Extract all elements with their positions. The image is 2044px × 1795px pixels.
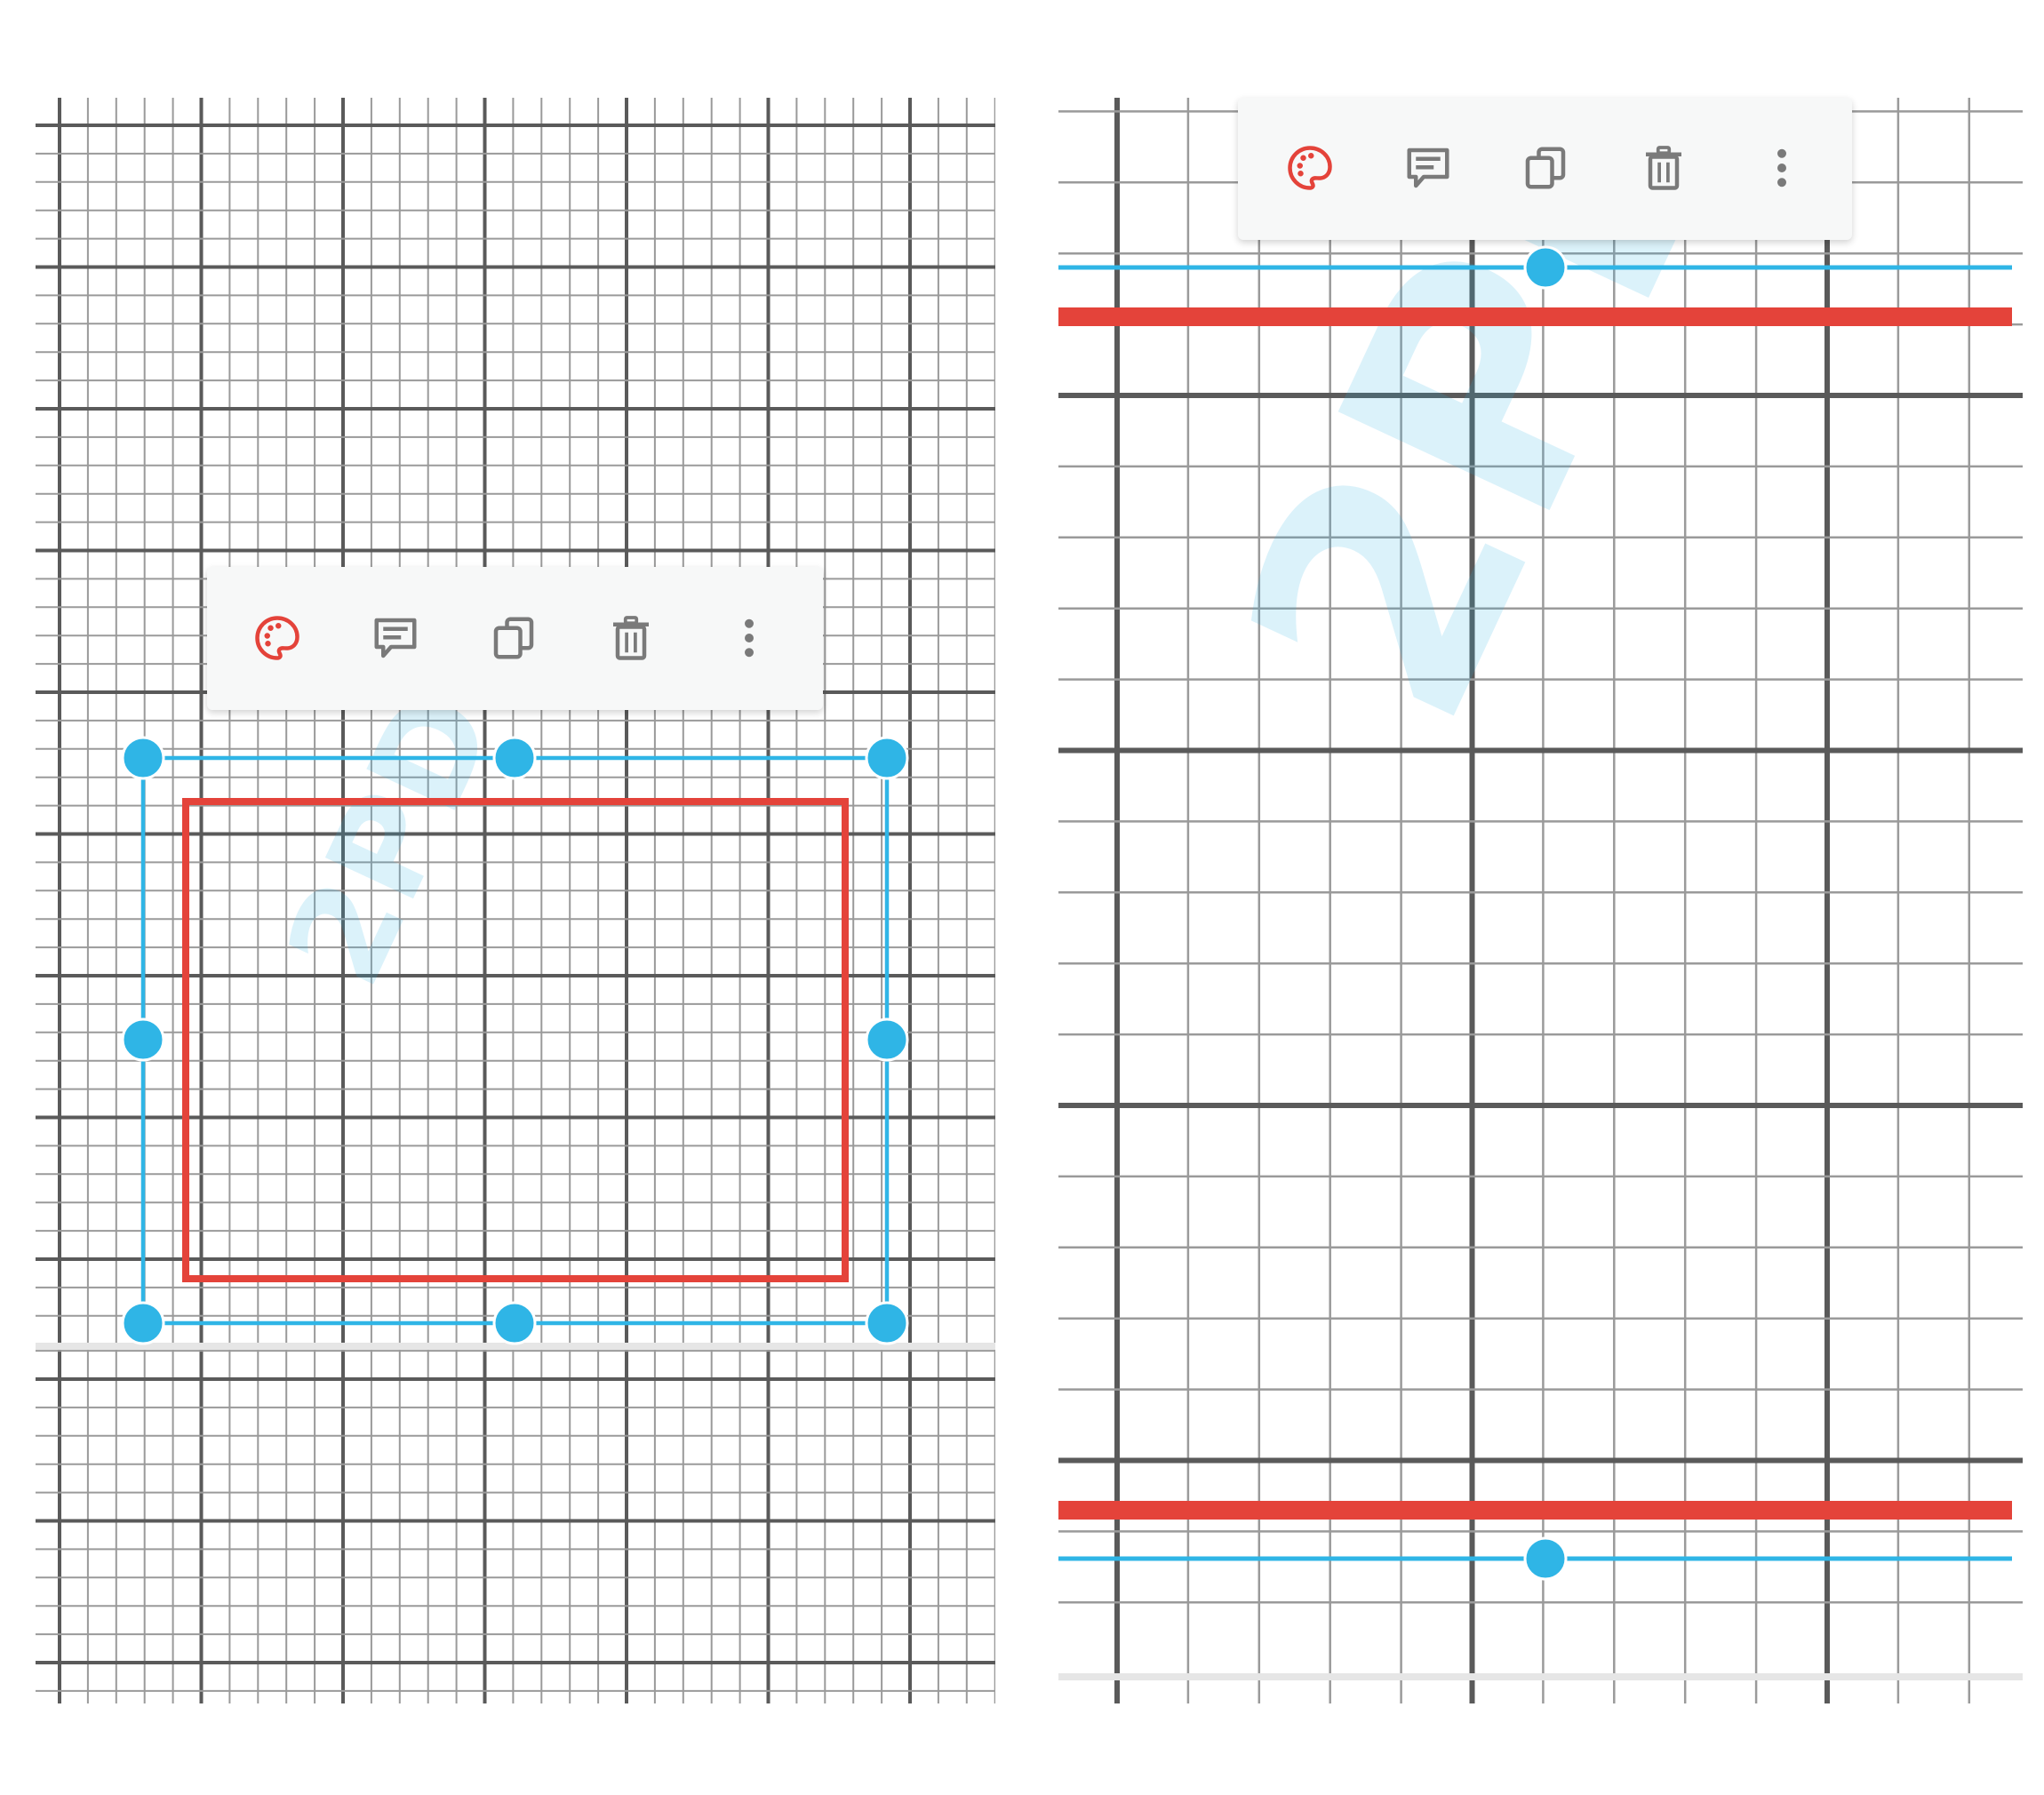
page-break <box>1058 1673 2023 1680</box>
more-button[interactable] <box>1753 140 1810 196</box>
graph-paper-grid <box>1058 98 2023 1703</box>
more-button[interactable] <box>721 610 778 666</box>
palette-icon <box>1283 141 1337 195</box>
resize-handle[interactable] <box>492 736 537 780</box>
shape-context-toolbar <box>1238 98 1852 240</box>
resize-handle[interactable] <box>121 736 165 780</box>
resize-handle[interactable] <box>865 736 909 780</box>
resize-handle[interactable] <box>1523 245 1568 290</box>
trash-icon <box>1637 141 1690 195</box>
comment-icon <box>369 611 422 665</box>
right-canvas-page-zoomed[interactable]: 2PDF <box>1058 98 2023 1703</box>
duplicate-button[interactable] <box>1517 140 1574 196</box>
selected-rectangle-shape[interactable] <box>182 798 849 1282</box>
graph-paper-grid <box>36 98 995 1703</box>
delete-button[interactable] <box>603 610 659 666</box>
comment-icon <box>1401 141 1455 195</box>
more-vertical-icon <box>723 611 776 665</box>
palette-icon <box>251 611 304 665</box>
rectangle-bottom-edge[interactable] <box>1058 1501 2012 1520</box>
left-canvas-page[interactable]: 2PDF <box>36 98 995 1703</box>
page-break <box>36 1343 995 1350</box>
resize-handle[interactable] <box>865 1301 909 1345</box>
resize-handle[interactable] <box>1523 1536 1568 1581</box>
more-vertical-icon <box>1755 141 1808 195</box>
resize-handle[interactable] <box>121 1017 165 1062</box>
rectangle-top-edge[interactable] <box>1058 307 2012 326</box>
copy-icon <box>487 611 540 665</box>
copy-icon <box>1519 141 1572 195</box>
trash-icon <box>604 611 658 665</box>
comment-button[interactable] <box>367 610 424 666</box>
resize-handle[interactable] <box>865 1017 909 1062</box>
style-button[interactable] <box>249 610 306 666</box>
resize-handle[interactable] <box>492 1301 537 1345</box>
delete-button[interactable] <box>1635 140 1692 196</box>
shape-context-toolbar <box>207 567 823 710</box>
duplicate-button[interactable] <box>485 610 542 666</box>
style-button[interactable] <box>1281 140 1338 196</box>
resize-handle[interactable] <box>121 1301 165 1345</box>
comment-button[interactable] <box>1400 140 1457 196</box>
